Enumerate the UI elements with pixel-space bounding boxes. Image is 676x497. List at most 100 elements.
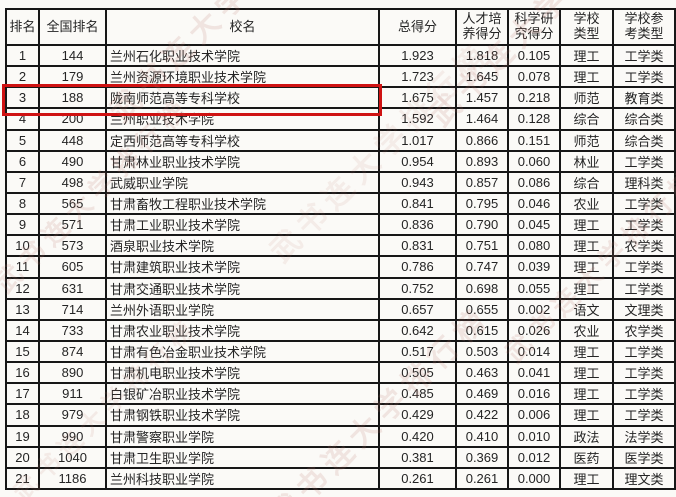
school-name-cell: 甘肃有色冶金职业技术学院 [105,339,380,364]
talent-score-cell: 0.655 [455,297,509,321]
table-row: 21 1186 兰州科技职业学院 0.261 0.261 0.000 理工 理文… [5,466,676,491]
talent-score-cell: 0.857 [455,170,509,194]
ref-type-cell: 理文类 [612,466,676,491]
table-row: 10 573 酒泉职业技术学院 0.831 0.751 0.080 理工 农学类 [5,234,676,258]
rank-cell: 16 [5,361,40,385]
table-row: 20 1040 甘肃卫生职业学院 0.381 0.369 0.012 医药 医学… [5,445,676,469]
school-name-cell: 甘肃畜牧工程职业技术学院 [105,191,380,216]
national-rank-cell: 179 [38,65,107,89]
research-score-cell: 0.086 [507,170,561,194]
rank-cell: 13 [5,297,40,321]
total-score-cell: 0.485 [378,382,457,406]
school-type-cell: 语文 [559,297,614,321]
ref-type-cell: 法学类 [612,424,676,448]
school-type-cell: 理工 [559,382,614,406]
table-row: 11 605 甘肃建筑职业技术学院 0.786 0.747 0.039 理工 工… [5,255,676,279]
ref-type-cell: 工学类 [612,213,676,237]
table-row: 6 490 甘肃林业职业技术学院 0.954 0.893 0.060 林业 工学… [5,149,676,173]
national-rank-cell: 490 [38,149,107,173]
research-score-cell: 0.002 [507,297,561,321]
total-score-cell: 0.429 [378,403,457,427]
talent-score-cell: 0.747 [455,255,509,279]
research-score-cell: 0.080 [507,234,561,258]
total-score-cell: 0.841 [378,191,457,216]
rank-cell: 11 [5,255,40,279]
school-name-cell: 甘肃工业职业技术学院 [105,213,380,237]
total-score-cell: 0.505 [378,361,457,385]
national-rank-cell: 188 [38,86,107,110]
research-score-cell: 0.045 [507,213,561,237]
school-name-cell: 兰州资源环境职业技术学院 [105,65,380,89]
research-score-cell: 0.078 [507,65,561,89]
total-score-cell: 0.261 [378,466,457,491]
rank-cell: 12 [5,276,40,300]
total-score-cell: 1.675 [378,86,457,110]
rank-cell: 1 [5,43,40,68]
school-type-cell: 理工 [559,65,614,89]
total-score-cell: 1.923 [378,43,457,68]
table-row: 16 890 甘肃机电职业技术学院 0.505 0.463 0.041 理工 工… [5,361,676,385]
school-name-cell: 兰州科技职业学院 [105,466,380,491]
table-row: 9 571 甘肃工业职业技术学院 0.836 0.790 0.045 理工 工学… [5,213,676,237]
header-total-score: 总得分 [378,8,457,46]
total-score-cell: 0.786 [378,255,457,279]
table-row: 14 733 甘肃农业职业技术学院 0.642 0.615 0.026 农业 农… [5,318,676,342]
national-rank-cell: 990 [38,424,107,448]
research-score-cell: 0.055 [507,276,561,300]
header-rank: 排名 [5,8,40,46]
talent-score-cell: 0.369 [455,445,509,469]
ref-type-cell: 综合类 [612,107,676,131]
research-score-cell: 0.218 [507,86,561,110]
research-score-cell: 0.010 [507,424,561,448]
total-score-cell: 1.592 [378,107,457,131]
talent-score-cell: 1.464 [455,107,509,131]
school-type-cell: 理工 [559,255,614,279]
total-score-cell: 0.836 [378,213,457,237]
school-name-cell: 甘肃卫生职业学院 [105,445,380,469]
table-row: 8 565 甘肃畜牧工程职业技术学院 0.841 0.795 0.046 农业 … [5,191,676,216]
total-score-cell: 0.752 [378,276,457,300]
school-name-cell: 甘肃林业职业技术学院 [105,149,380,173]
table-row: 7 498 武威职业学院 0.943 0.857 0.086 综合 理科类 [5,170,676,194]
rank-cell: 14 [5,318,40,342]
national-rank-cell: 714 [38,297,107,321]
school-type-cell: 理工 [559,43,614,68]
national-rank-cell: 573 [38,234,107,258]
school-name-cell: 兰州职业技术学院 [105,107,380,131]
rank-cell: 7 [5,170,40,194]
header-research-score: 科学研 究得分 [507,8,561,46]
table-row: 19 990 甘肃警察职业学院 0.420 0.410 0.010 政法 法学类 [5,424,676,448]
rank-cell: 8 [5,191,40,216]
school-name-cell: 甘肃钢铁职业技术学院 [105,403,380,427]
school-type-cell: 理工 [559,234,614,258]
ref-type-cell: 工学类 [612,65,676,89]
school-type-cell: 政法 [559,424,614,448]
research-score-cell: 0.039 [507,255,561,279]
national-rank-cell: 200 [38,107,107,131]
header-school-name: 校名 [105,8,380,46]
national-rank-cell: 1040 [38,445,107,469]
research-score-cell: 0.014 [507,339,561,364]
school-type-cell: 理工 [559,339,614,364]
ref-type-cell: 工学类 [612,403,676,427]
total-score-cell: 0.420 [378,424,457,448]
school-name-cell: 兰州外语职业学院 [105,297,380,321]
talent-score-cell: 0.795 [455,191,509,216]
rank-cell: 3 [5,86,40,110]
national-rank-cell: 144 [38,43,107,68]
ref-type-cell: 工学类 [612,361,676,385]
national-rank-cell: 890 [38,361,107,385]
total-score-cell: 0.943 [378,170,457,194]
table-row: 3 188 陇南师范高等专科学校 1.675 1.457 0.218 师范 教育… [5,86,676,110]
research-score-cell: 0.046 [507,191,561,216]
research-score-cell: 0.000 [507,466,561,491]
national-rank-cell: 605 [38,255,107,279]
rank-cell: 2 [5,65,40,89]
total-score-cell: 0.831 [378,234,457,258]
rank-cell: 10 [5,234,40,258]
research-score-cell: 0.016 [507,382,561,406]
total-score-cell: 1.017 [378,128,457,152]
school-type-cell: 理工 [559,213,614,237]
rank-cell: 21 [5,466,40,491]
school-name-cell: 白银矿冶职业技术学院 [105,382,380,406]
